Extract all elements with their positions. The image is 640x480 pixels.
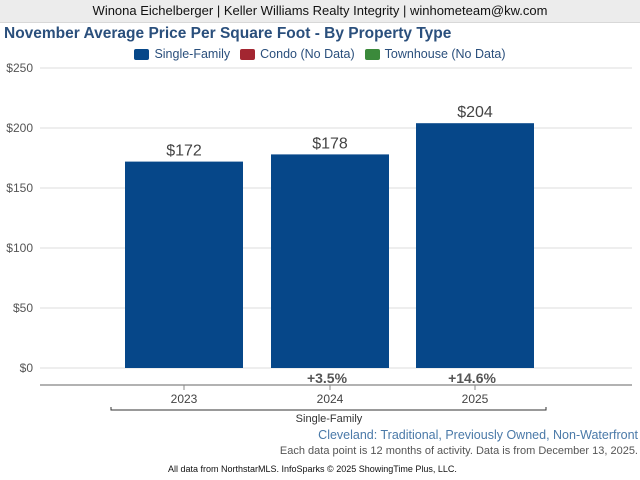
chart-legend: Single-Family Condo (No Data) Townhouse … (0, 45, 640, 63)
y-axis: $0 $50 $100 $150 $200 $250 (6, 61, 33, 375)
group-bracket (110, 407, 547, 411)
bar (271, 154, 389, 368)
legend-swatch-single-family (134, 48, 150, 60)
data-labels: $172 $178 +3.5% $204 +14.6% (166, 104, 496, 386)
bar-change-label: +3.5% (307, 370, 348, 386)
legend-item-condo[interactable]: Condo (No Data) (240, 45, 355, 63)
y-tick-label: $150 (6, 181, 33, 195)
x-tick-label: 2024 (317, 392, 344, 406)
bar-value-label: $172 (166, 143, 202, 160)
y-tick-label: $0 (20, 361, 34, 375)
legend-item-townhouse[interactable]: Townhouse (No Data) (364, 45, 506, 63)
legend-label-single-family: Single-Family (154, 47, 231, 61)
y-tick-label: $100 (6, 241, 33, 255)
footer-credit: All data from NorthstarMLS. InfoSparks ©… (168, 464, 457, 474)
group-label: Single-Family (296, 413, 363, 425)
x-tick-label: 2025 (462, 392, 489, 406)
x-axis: 2023 2024 2025 Single-Family (40, 384, 632, 425)
bar (416, 123, 534, 368)
bar (125, 161, 243, 368)
legend-swatch-condo (240, 48, 256, 60)
agent-header: Winona Eichelberger | Keller Williams Re… (0, 0, 640, 23)
bars (125, 123, 534, 368)
y-tick-label: $50 (13, 301, 33, 315)
x-tick-label: 2023 (171, 392, 198, 406)
y-tick-label: $200 (6, 121, 33, 135)
bar-change-label: +14.6% (448, 370, 496, 386)
y-tick-label: $250 (6, 61, 33, 75)
legend-label-townhouse: Townhouse (No Data) (384, 47, 506, 61)
chart-title: November Average Price Per Square Foot -… (4, 25, 452, 42)
legend-item-single-family[interactable]: Single-Family (134, 45, 230, 63)
bar-value-label: $178 (312, 135, 348, 152)
legend-label-condo: Condo (No Data) (260, 47, 355, 61)
period-note: Each data point is 12 months of activity… (279, 445, 638, 457)
legend-swatch-townhouse (364, 48, 380, 60)
location-note: Cleveland: Traditional, Previously Owned… (318, 428, 638, 442)
bar-value-label: $204 (457, 104, 493, 121)
